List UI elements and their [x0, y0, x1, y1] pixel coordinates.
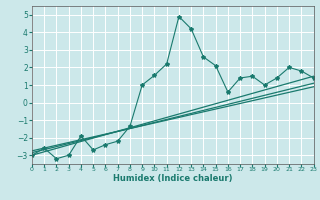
X-axis label: Humidex (Indice chaleur): Humidex (Indice chaleur) — [113, 174, 233, 183]
